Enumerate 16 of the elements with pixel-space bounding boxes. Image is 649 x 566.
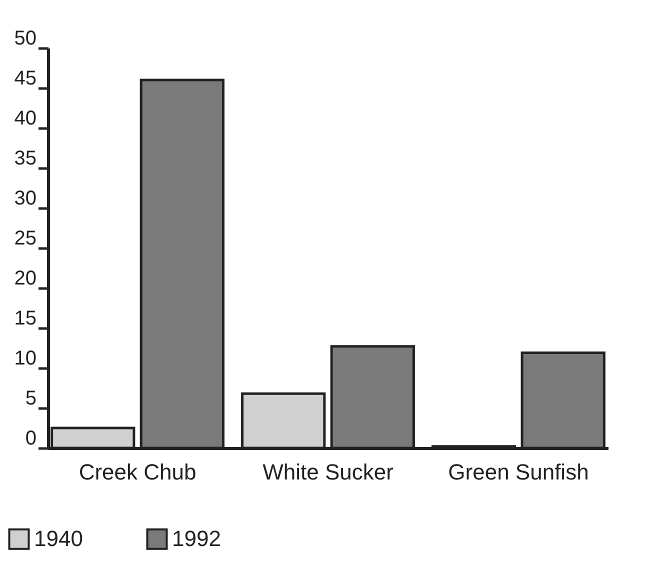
y-tick-label: 50 [14,28,36,50]
y-tick-label: 0 [25,428,36,450]
y-tick-label: 40 [14,108,36,130]
y-tick-label: 45 [14,68,36,90]
y-tick-label: 35 [14,148,36,170]
x-tick-label: Green Sunfish [448,460,589,484]
y-tick-label: 20 [14,268,36,290]
legend-label: 1992 [172,526,221,552]
y-tick-label: 25 [14,228,36,250]
y-tick-label: 10 [14,348,36,370]
y-tick-label: 30 [14,188,36,210]
legend-label: 1940 [34,526,83,552]
y-tick-label: 5 [25,388,36,410]
y-tick-label: 15 [14,308,36,330]
x-tick-label: Creek Chub [78,460,196,484]
x-tick-label: White Sucker [262,460,394,484]
